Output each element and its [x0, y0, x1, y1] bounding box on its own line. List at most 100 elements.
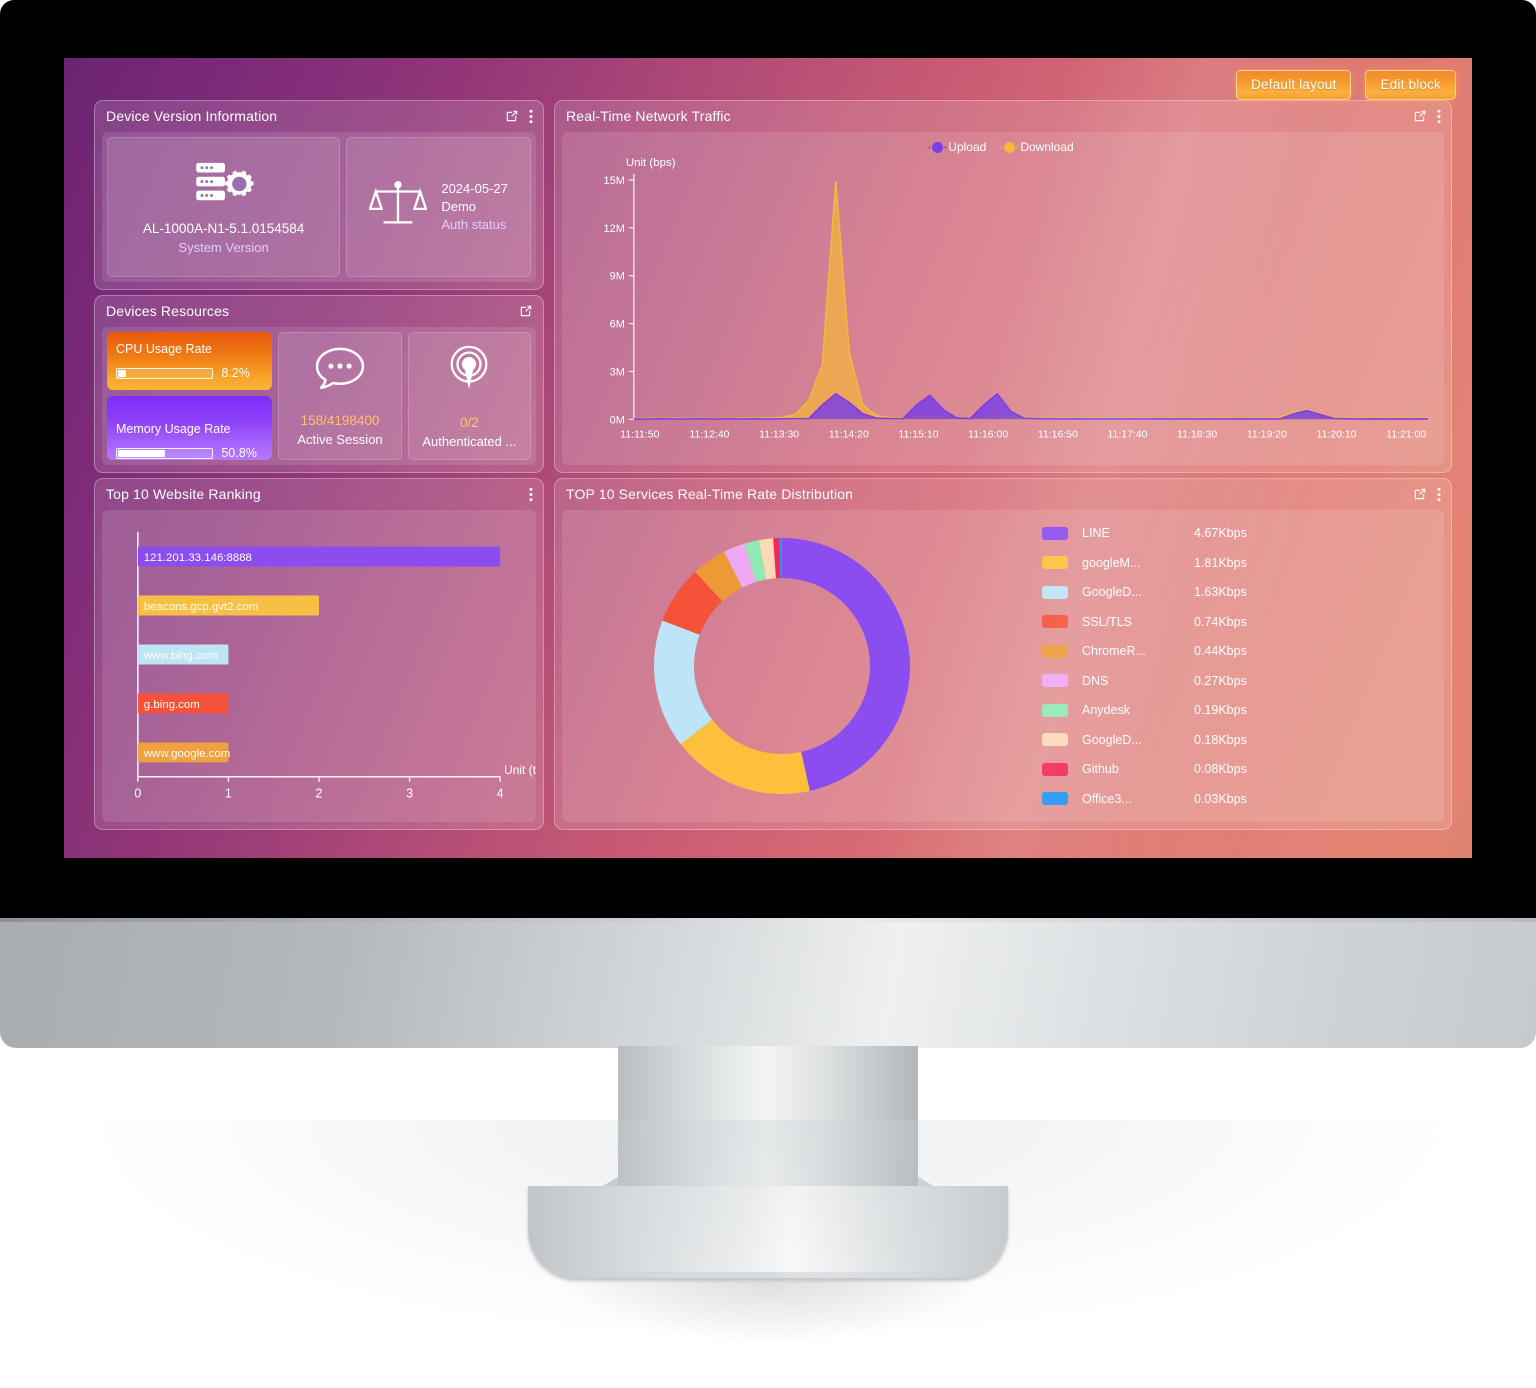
legend-color-dot: [1004, 141, 1016, 153]
svg-text:11:18:30: 11:18:30: [1177, 429, 1217, 440]
auth-name: Demo: [441, 199, 477, 214]
legend-row[interactable]: DNS 0.27Kbps: [1042, 667, 1364, 695]
svg-text:1: 1: [225, 787, 232, 801]
panel-body: LINE 4.67Kbps googleM... 1.81Kbps GoogleD...…: [562, 510, 1444, 822]
default-layout-button[interactable]: Default layout: [1236, 70, 1352, 100]
more-options-icon[interactable]: [529, 487, 533, 502]
panel-header-actions: [529, 487, 533, 502]
external-link-icon[interactable]: [519, 304, 533, 318]
legend-service-name: Office3...: [1082, 791, 1132, 806]
donut-slice[interactable]: [654, 620, 713, 745]
legend-service-value: 0.18Kbps: [1194, 732, 1247, 747]
auth-status-label[interactable]: Auth status: [441, 217, 507, 232]
panel-header: Device Version Information: [95, 101, 543, 131]
active-session-label: Active Session: [297, 431, 383, 447]
svg-text:www.google.com: www.google.com: [143, 748, 230, 760]
more-options-icon[interactable]: [1437, 109, 1441, 124]
legend-item-upload[interactable]: Upload: [932, 140, 986, 154]
legend-row[interactable]: Office3... 0.03Kbps: [1042, 785, 1364, 813]
legend-color-swatch: [1042, 674, 1068, 688]
more-options-icon[interactable]: [1437, 487, 1441, 502]
panel-title: Devices Resources: [106, 303, 230, 319]
legend-row[interactable]: ChromeR... 0.44Kbps: [1042, 638, 1364, 666]
legend-row[interactable]: GoogleD... 0.18Kbps: [1042, 726, 1364, 754]
svg-text:11:12:40: 11:12:40: [689, 429, 729, 440]
authenticated-card: 0/2 Authenticated ...: [407, 332, 532, 460]
dashboard-screen: Default layout Edit block Device Version…: [64, 58, 1472, 858]
donut-slice[interactable]: [680, 719, 810, 794]
panel-title: Top 10 Website Ranking: [106, 486, 261, 502]
panel-title: TOP 10 Services Real-Time Rate Distribut…: [566, 486, 854, 502]
panel-header-actions: [505, 109, 533, 124]
svg-text:11:11:50: 11:11:50: [620, 429, 659, 440]
chat-bubble-icon: [314, 346, 366, 395]
donut-slice[interactable]: [662, 571, 723, 635]
donut-slice[interactable]: [744, 540, 767, 582]
bar-row[interactable]: www.bing.com: [137, 644, 229, 665]
panel-body: AL-1000A-N1-5.1.0154584 System Version: [102, 132, 536, 282]
external-link-icon[interactable]: [505, 109, 519, 123]
more-options-icon[interactable]: [529, 109, 533, 124]
legend-service-name: GoogleD...: [1082, 585, 1142, 600]
authenticated-label: Authenticated ...: [422, 433, 517, 449]
donut-slice[interactable]: [695, 551, 743, 602]
stand-shadow: [560, 1272, 980, 1342]
donut-slice[interactable]: [782, 538, 910, 791]
services-donut-container: [562, 526, 1002, 806]
legend-service-name: LINE: [1082, 526, 1110, 541]
legend-color-swatch: [1042, 792, 1068, 806]
bar-row[interactable]: 121.201.33.146:8888: [137, 546, 501, 567]
legend-service-name: Github: [1082, 762, 1119, 777]
legend-row[interactable]: SSL/TLS 0.74Kbps: [1042, 608, 1364, 636]
external-link-icon[interactable]: [1413, 109, 1427, 123]
active-session-card: 158/4198400 Active Session: [278, 332, 402, 460]
donut-slice[interactable]: [779, 538, 782, 579]
donut-slice[interactable]: [724, 543, 756, 588]
svg-text:0: 0: [134, 787, 141, 801]
legend-label: Upload: [948, 140, 987, 154]
svg-text:121.201.33.146:8888: 121.201.33.146:8888: [144, 552, 252, 564]
svg-text:3M: 3M: [610, 366, 625, 378]
svg-text:9M: 9M: [610, 271, 625, 283]
legend-color-dot: [932, 141, 944, 153]
panel-device-version-information: Device Version Information: [94, 100, 544, 290]
panel-header-actions: [519, 304, 533, 318]
panel-body: CPU Usage Rate 8.2% Memory Usage Rate: [102, 327, 536, 465]
legend-row[interactable]: Anydesk 0.19Kbps: [1042, 697, 1364, 725]
legend-service-name: SSL/TLS: [1082, 614, 1133, 629]
svg-text:g.bing.com: g.bing.com: [144, 699, 200, 711]
system-version-label[interactable]: System Version: [178, 239, 269, 255]
donut-slice[interactable]: [758, 538, 776, 580]
legend-service-name: ChromeR...: [1082, 644, 1146, 659]
svg-text:15M: 15M: [604, 175, 625, 187]
svg-text:2: 2: [316, 787, 323, 801]
svg-text:11:21:00: 11:21:00: [1386, 429, 1426, 440]
legend-item-download[interactable]: Download: [1004, 140, 1074, 154]
legend-row[interactable]: googleM... 1.81Kbps: [1042, 549, 1364, 577]
svg-text:11:20:10: 11:20:10: [1317, 429, 1357, 440]
legend-row[interactable]: Github 0.08Kbps: [1042, 756, 1364, 784]
active-session-value: 158/4198400: [300, 412, 380, 428]
panel-real-time-network-traffic: Real-Time Network Traffic Upload Download…: [554, 100, 1452, 473]
edit-block-button[interactable]: Edit block: [1365, 70, 1456, 100]
svg-text:12M: 12M: [604, 223, 625, 235]
bar-row[interactable]: g.bing.com: [137, 693, 229, 714]
legend-service-value: 0.74Kbps: [1194, 614, 1247, 629]
cpu-usage-label: CPU Usage Rate: [116, 342, 212, 356]
legend-service-name: GoogleD...: [1082, 732, 1142, 747]
panel-title: Device Version Information: [106, 108, 278, 124]
legend-service-value: 0.03Kbps: [1194, 791, 1247, 806]
legend-color-swatch: [1042, 615, 1068, 629]
legend-color-swatch: [1042, 556, 1068, 570]
bar-row[interactable]: www.google.com: [137, 742, 230, 763]
legend-row[interactable]: GoogleD... 1.63Kbps: [1042, 579, 1364, 607]
bar-row[interactable]: beacons.gcp.gvt2.com: [137, 595, 319, 616]
svg-text:11:16:50: 11:16:50: [1038, 429, 1078, 440]
external-link-icon[interactable]: [1413, 487, 1427, 501]
svg-text:11:19:20: 11:19:20: [1247, 429, 1287, 440]
donut-slice[interactable]: [773, 538, 781, 579]
legend-row[interactable]: LINE 4.67Kbps: [1042, 520, 1364, 548]
